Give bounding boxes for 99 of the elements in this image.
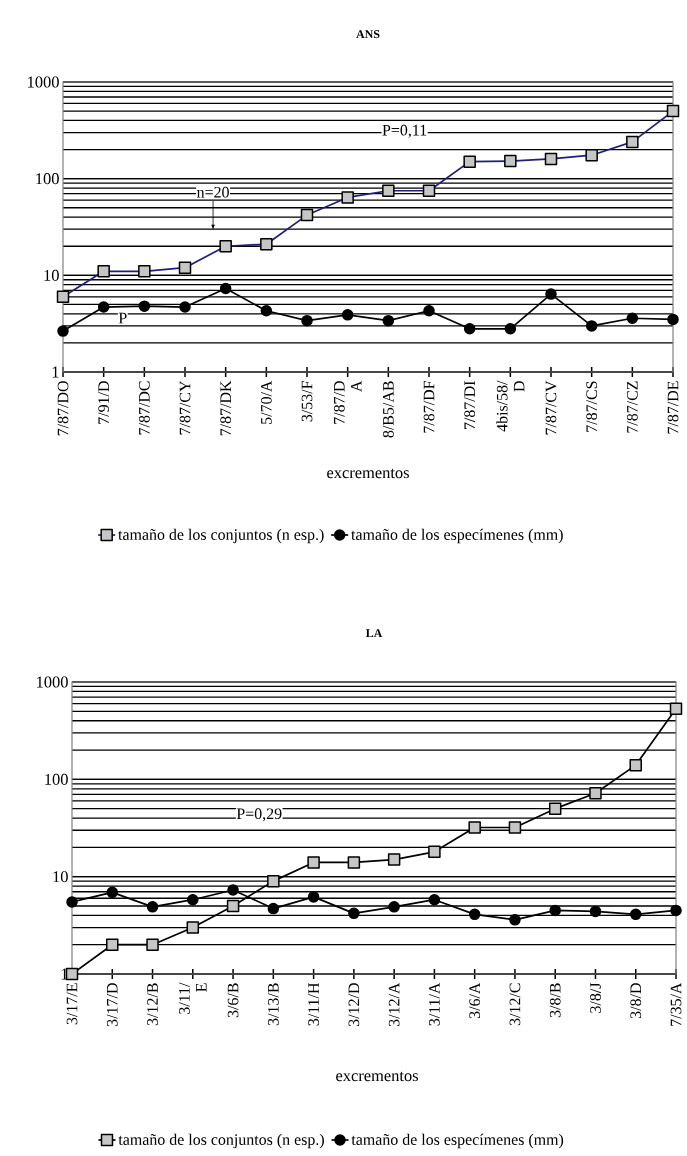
x-tick-label: 4bis/58/ D xyxy=(496,380,525,432)
x-tick-label: 7/87/CZ xyxy=(626,381,638,433)
y-tick-label: 100 xyxy=(45,773,68,785)
x-axis-title: excrementos xyxy=(336,1071,418,1082)
chart-title: LA xyxy=(365,629,383,638)
point xyxy=(548,802,562,815)
y-tick-label: 100 xyxy=(36,173,59,185)
x-tick-label: 8/B5/AB xyxy=(382,381,394,438)
point xyxy=(626,312,639,324)
legend-label: tamaño de los conjuntos (n esp.) xyxy=(118,528,324,544)
point xyxy=(179,301,191,313)
y-tick-label: 10 xyxy=(53,871,68,883)
point xyxy=(428,845,441,859)
point xyxy=(138,300,151,312)
point xyxy=(545,288,557,300)
annotation: P=0,29 xyxy=(236,808,282,822)
x-tick-label: 5/70/A xyxy=(260,380,272,424)
x-tick-label: 3/8/B xyxy=(549,983,561,1018)
x-tick-label: 3/12/A xyxy=(388,982,400,1027)
x-tick-label: 3/11/A xyxy=(429,982,440,1026)
x-tick-label: 7/91/D xyxy=(98,381,110,424)
x-tick-label: 7/87/D A xyxy=(333,380,362,424)
x-tick-label: 3/12/D xyxy=(348,983,360,1027)
point xyxy=(187,893,199,906)
y-tick-label: 1000 xyxy=(28,76,59,88)
legend-label: tamaño de los especímenes (mm) xyxy=(351,1133,564,1149)
point xyxy=(146,938,159,951)
point xyxy=(186,921,200,934)
point xyxy=(65,967,79,981)
annotation: n=20 xyxy=(196,186,229,198)
point xyxy=(307,891,320,903)
x-tick-label: 3/8/J xyxy=(590,982,601,1013)
x-tick-label: 7/87/DI xyxy=(464,381,476,430)
point xyxy=(106,938,119,951)
point xyxy=(504,323,517,335)
x-tick-label: 7/87/DE xyxy=(667,381,679,434)
point xyxy=(388,901,400,913)
x-tick-label: 3/8/D xyxy=(630,983,642,1019)
point xyxy=(589,905,602,918)
x-tick-label: 3/6/B xyxy=(227,983,239,1018)
point xyxy=(508,821,522,834)
x-tick-label: 7/87/CS xyxy=(586,381,598,432)
x-tick-label: 3/11/H xyxy=(308,982,319,1026)
x-tick-label: 3/12/B xyxy=(147,983,158,1026)
x-tick-label: 7/87/DK xyxy=(220,380,232,436)
point xyxy=(267,902,280,915)
point xyxy=(667,313,679,326)
x-tick-label: 7/87/CY xyxy=(179,380,191,435)
legend-label: tamaño de los especímenes (mm) xyxy=(351,528,563,544)
x-tick-label: 3/17/E xyxy=(66,983,78,1025)
point xyxy=(301,314,313,327)
point xyxy=(463,323,476,335)
point xyxy=(382,314,395,327)
x-axis-title: excrementos xyxy=(327,468,409,479)
x-tick-label: 7/35/A xyxy=(670,982,682,1026)
x-tick-label: 3/17/D xyxy=(106,983,118,1027)
annotation: P xyxy=(118,312,127,324)
point xyxy=(509,914,521,926)
point xyxy=(468,821,481,834)
point xyxy=(423,305,435,317)
point xyxy=(267,874,280,888)
point xyxy=(468,908,481,921)
point xyxy=(387,853,401,866)
point xyxy=(146,901,159,913)
y-tick-label: 1 xyxy=(52,366,59,378)
x-tick-label: 3/13/B xyxy=(267,983,279,1026)
point xyxy=(629,908,642,921)
point xyxy=(670,904,682,917)
y-tick-label: 1000 xyxy=(37,676,68,688)
x-tick-label: 7/87/DF xyxy=(423,381,435,433)
point xyxy=(226,899,240,913)
point xyxy=(549,904,561,917)
x-tick-label: 7/87/DO xyxy=(57,381,69,436)
x-tick-label: 3/12/C xyxy=(509,983,521,1026)
point xyxy=(428,893,441,906)
point xyxy=(106,886,119,899)
x-tick-label: 3/53/F xyxy=(301,381,313,422)
point xyxy=(589,786,602,800)
y-tick-label: 10 xyxy=(44,269,59,281)
point xyxy=(227,884,239,896)
point xyxy=(219,282,232,295)
point xyxy=(341,309,354,321)
x-tick-label: 3/11/ E xyxy=(179,982,207,1014)
legend-label: tamaño de los conjuntos (n esp.) xyxy=(118,1133,324,1149)
point xyxy=(669,702,683,716)
x-tick-label: 3/6/A xyxy=(469,982,481,1019)
x-tick-label: 7/87/DC xyxy=(138,381,150,435)
point xyxy=(347,856,361,869)
point xyxy=(260,305,273,317)
point xyxy=(348,907,360,920)
point xyxy=(629,758,642,772)
point xyxy=(66,896,78,908)
point xyxy=(585,320,598,332)
chart-title: ANS xyxy=(356,30,380,39)
point xyxy=(307,856,320,869)
point xyxy=(97,301,110,313)
x-tick-label: 7/87/CV xyxy=(545,380,557,435)
point xyxy=(57,325,69,337)
annotation: P=0,11 xyxy=(382,124,427,138)
